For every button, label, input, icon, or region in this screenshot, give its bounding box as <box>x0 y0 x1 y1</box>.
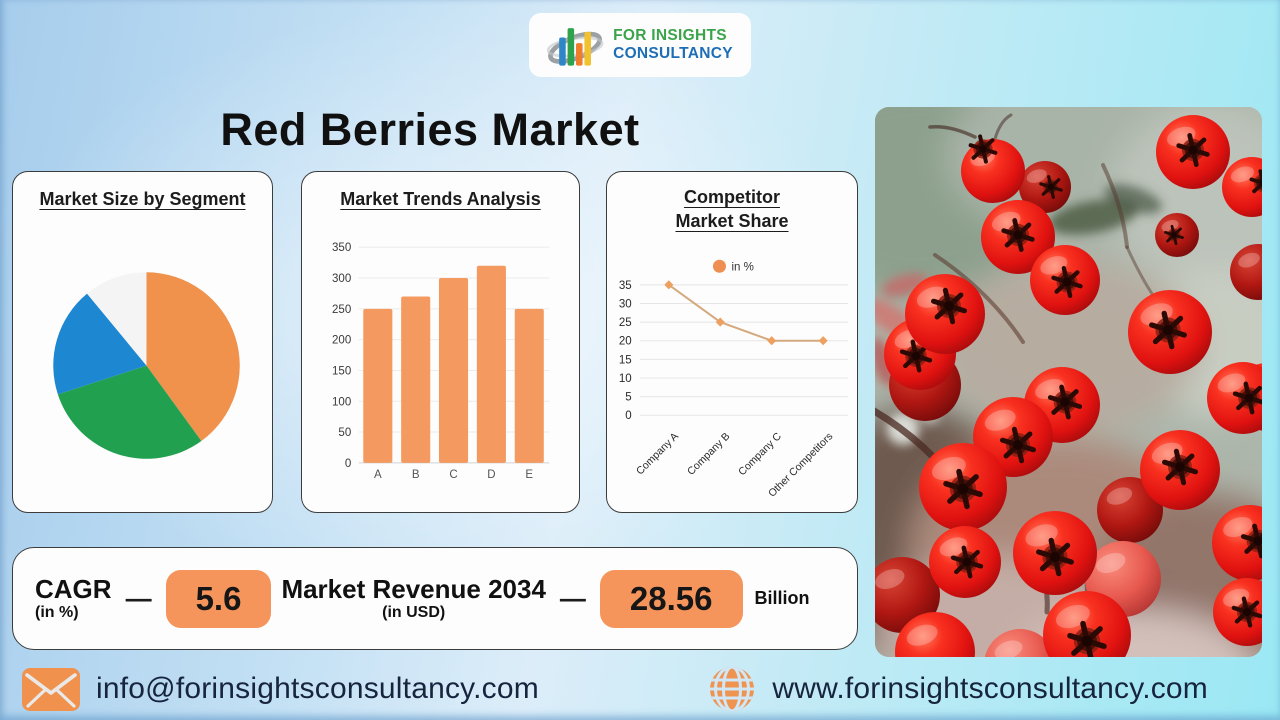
svg-text:100: 100 <box>332 396 351 408</box>
svg-text:300: 300 <box>332 273 351 285</box>
svg-text:150: 150 <box>332 365 351 377</box>
svg-text:250: 250 <box>332 304 351 316</box>
competitor-share-line-chart: in % 0 5 10 15 20 25 30 35 Company A Company B Comp… <box>607 172 857 512</box>
svg-text:25: 25 <box>619 317 632 329</box>
email-icon <box>22 667 80 711</box>
bar-svg: 0 50 100 150 200 250 300 350 A B C D E <box>332 242 550 481</box>
svg-text:0: 0 <box>345 458 351 470</box>
dash-separator: — <box>559 583 586 613</box>
website-text[interactable]: www.forinsightsconsultancy.com <box>772 672 1208 705</box>
svg-text:D: D <box>487 469 495 481</box>
svg-text:5: 5 <box>625 392 631 404</box>
line-svg: in % 0 5 10 15 20 25 30 35 Company A Company B Comp… <box>619 259 849 500</box>
logo-text-line2: CONSULTANCY <box>613 45 733 62</box>
cagr-unit: (in %) <box>35 603 79 621</box>
svg-text:20: 20 <box>619 336 632 348</box>
svg-text:Company A: Company A <box>634 430 681 477</box>
dash-separator: — <box>125 583 152 613</box>
email-contact: info@forinsightsconsultancy.com <box>22 667 539 711</box>
market-trends-bar-chart: 0 50 100 150 200 250 300 350 A B C D E <box>302 172 579 512</box>
svg-text:350: 350 <box>332 242 351 254</box>
svg-text:C: C <box>449 469 457 481</box>
competitor-share-title: Competitor Market Share <box>675 187 789 232</box>
market-size-pie-chart <box>13 172 272 512</box>
svg-text:10: 10 <box>619 373 632 385</box>
svg-text:30: 30 <box>619 298 632 310</box>
pie-svg <box>53 272 240 459</box>
logo-bars-icon <box>547 28 604 66</box>
revenue-label: Market Revenue 2034 <box>281 574 546 605</box>
company-logo: FOR INSIGHTS CONSULTANCY <box>529 13 751 77</box>
market-size-title: Market Size by Segment <box>39 189 246 209</box>
svg-text:Company B: Company B <box>685 430 732 477</box>
competitor-share-card: Competitor Market Share in % 0 5 10 15 20 25 30… <box>606 171 858 513</box>
svg-text:Company C: Company C <box>736 430 784 478</box>
globe-icon <box>710 667 755 711</box>
svg-text:15: 15 <box>619 354 632 366</box>
svg-text:0: 0 <box>625 410 631 422</box>
logo-text-line1: FOR INSIGHTS <box>613 27 727 45</box>
svg-text:35: 35 <box>619 280 632 292</box>
svg-text:A: A <box>374 469 382 481</box>
svg-text:50: 50 <box>338 427 351 439</box>
berries-photo-svg <box>875 107 1262 657</box>
logo-wordmark: FOR INSIGHTS CONSULTANCY <box>613 27 733 63</box>
stats-bar: CAGR (in %) — 5.6 Market Revenue 2034 (i… <box>12 547 858 650</box>
website-contact: www.forinsightsconsultancy.com <box>708 665 1208 713</box>
cagr-value-chip: 5.6 <box>165 569 272 628</box>
revenue-value-chip: 28.56 <box>599 569 743 628</box>
market-size-card: Market Size by Segment <box>12 171 273 513</box>
revenue-suffix: Billion <box>754 588 810 608</box>
market-trends-title: Market Trends Analysis <box>340 189 541 209</box>
cagr-label: CAGR <box>35 574 112 605</box>
svg-text:200: 200 <box>332 335 351 347</box>
market-trends-card: Market Trends Analysis 0 50 100 150 200 250 30… <box>301 171 580 513</box>
svg-text:B: B <box>412 469 420 481</box>
revenue-block: Market Revenue 2034 (in USD) <box>281 575 545 622</box>
email-text[interactable]: info@forinsightsconsultancy.com <box>96 672 539 705</box>
contact-footer: info@forinsightsconsultancy.com www.fori… <box>0 660 1280 718</box>
svg-text:E: E <box>525 469 533 481</box>
svg-text:in %: in % <box>731 261 753 273</box>
cagr-block: CAGR (in %) <box>35 575 112 622</box>
page-title: Red Berries Market <box>220 104 640 155</box>
revenue-unit: (in USD) <box>382 603 446 621</box>
red-berries-photo <box>875 107 1262 657</box>
